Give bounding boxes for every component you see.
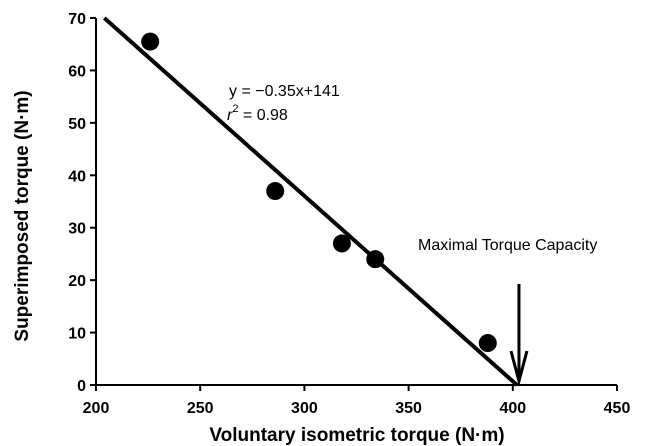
y-tick-label: 0 xyxy=(77,378,86,395)
y-tick-label: 50 xyxy=(68,116,86,133)
y-tick-label: 70 xyxy=(68,11,86,28)
axes xyxy=(95,18,617,386)
arrow-annotation-label: Maximal Torque Capacity xyxy=(418,237,597,254)
r-squared-r: r xyxy=(227,107,233,124)
data-point xyxy=(266,182,285,201)
regression-line xyxy=(103,16,519,387)
y-tick-label: 20 xyxy=(68,273,86,290)
x-tick-label: 450 xyxy=(604,400,631,417)
arrow-annotation xyxy=(509,284,529,387)
data-point xyxy=(332,234,351,253)
x-tick-label: 300 xyxy=(291,400,318,417)
x-tick-label: 250 xyxy=(187,400,214,417)
data-point xyxy=(366,250,385,269)
r-squared-value: = 0.98 xyxy=(238,107,287,124)
x-tick-label: 200 xyxy=(83,400,110,417)
y-tick-label: 40 xyxy=(68,168,86,185)
x-tick-label: 400 xyxy=(499,400,526,417)
fit-line-group xyxy=(103,16,519,387)
y-axis-title: Superimposed torque (N·m) xyxy=(12,90,33,341)
r-squared-label: r2 = 0.98 xyxy=(227,103,288,124)
data-point xyxy=(141,32,160,51)
arrow-head xyxy=(509,350,529,387)
equation-label: y = −0.35x+141 xyxy=(229,83,340,100)
data-points xyxy=(141,32,497,353)
y-tick-label: 10 xyxy=(68,326,86,343)
x-tick-label: 350 xyxy=(395,400,422,417)
y-tick-label: 30 xyxy=(68,221,86,238)
data-point xyxy=(478,334,497,353)
y-tick-label: 60 xyxy=(68,63,86,80)
ticks: 0 10 20 30 40 50 60 70 200 250 300 350 400 450 xyxy=(68,11,630,417)
x-axis-title: Voluntary isometric torque (N·m) xyxy=(209,425,504,446)
r-squared-superscript: 2 xyxy=(232,103,238,115)
